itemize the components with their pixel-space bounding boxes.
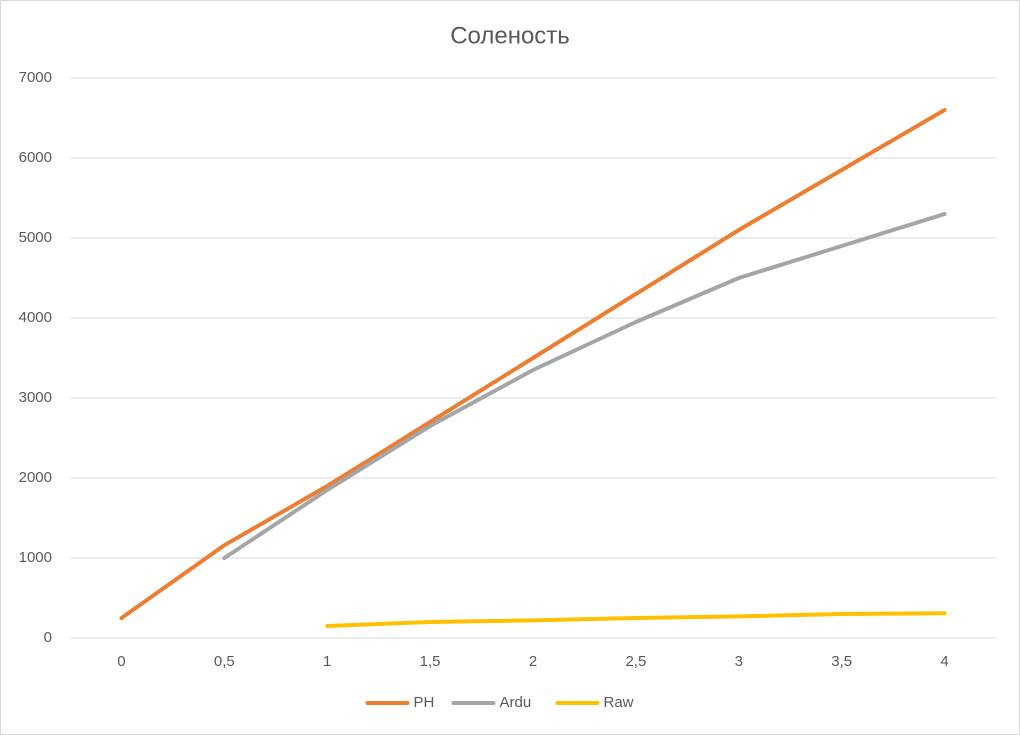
legend-label: Raw [604, 694, 634, 711]
y-tick-label: 3000 [19, 389, 52, 406]
y-tick-label: 5000 [19, 229, 52, 246]
legend-label: PH [414, 694, 435, 711]
x-tick-label: 0,5 [214, 653, 235, 670]
y-tick-label: 0 [44, 629, 52, 646]
chart-title: Соленость [450, 22, 570, 49]
legend-label: Ardu [500, 694, 532, 711]
x-tick-label: 1,5 [420, 653, 441, 670]
x-tick-label: 2 [529, 653, 537, 670]
x-tick-label: 2,5 [625, 653, 646, 670]
series-line [325, 611, 947, 628]
y-tick-label: 7000 [19, 69, 52, 86]
y-tick-label: 6000 [19, 149, 52, 166]
y-tick-label: 2000 [19, 469, 52, 486]
x-tick-label: 1 [323, 653, 331, 670]
series-line [119, 108, 947, 620]
x-tick-label: 4 [940, 653, 948, 670]
x-tick-label: 0 [117, 653, 125, 670]
series-line [222, 212, 947, 560]
y-tick-label: 4000 [19, 309, 52, 326]
x-tick-label: 3,5 [831, 653, 852, 670]
x-tick-label: 3 [735, 653, 743, 670]
y-tick-label: 1000 [19, 549, 52, 566]
